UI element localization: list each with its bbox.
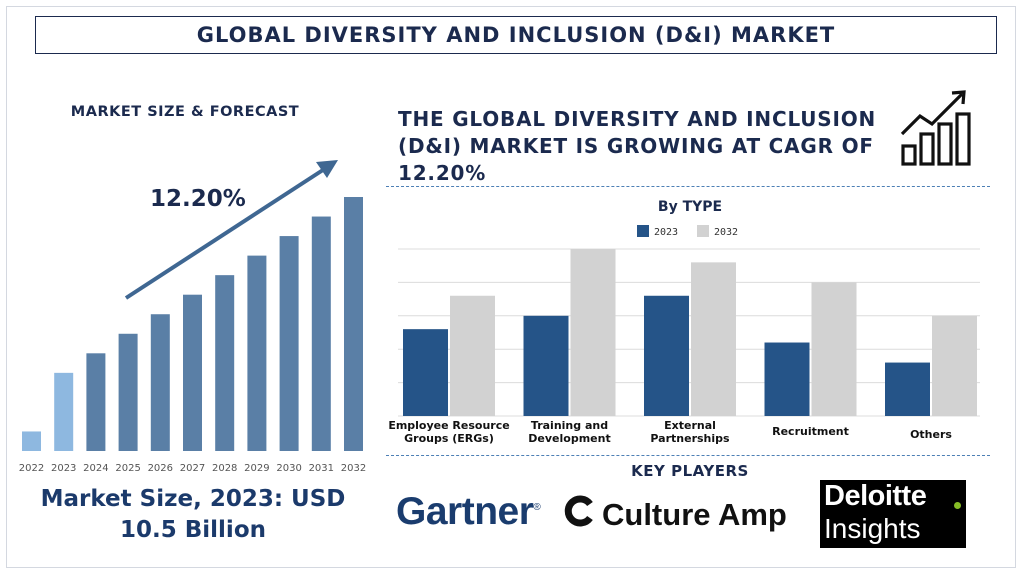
growth-arrow-head bbox=[316, 160, 338, 178]
forecast-bar-2031 bbox=[311, 216, 331, 451]
section-divider-top bbox=[386, 186, 990, 187]
gartner-logo: Gartner® bbox=[396, 490, 541, 533]
x-tick-label-2032: 2032 bbox=[341, 463, 366, 474]
page-title: GLOBAL DIVERSITY AND INCLUSION (D&I) MAR… bbox=[35, 16, 997, 54]
legend-label-2023: 2023 bbox=[654, 227, 678, 238]
headline-line-3: 12.20% bbox=[398, 161, 487, 185]
cagr-annotation: 12.20% bbox=[150, 186, 246, 212]
category-label-2-1: Partnerships bbox=[650, 432, 730, 445]
growth-chart-icon bbox=[900, 90, 971, 166]
page-frame bbox=[6, 6, 1016, 568]
forecast-bar-2025 bbox=[118, 333, 138, 451]
forecast-bar-2032 bbox=[344, 197, 363, 451]
x-tick-label-2028: 2028 bbox=[212, 463, 237, 474]
bar-2023-3 bbox=[764, 342, 810, 416]
forecast-bar-2027 bbox=[183, 294, 202, 451]
section-divider-bottom bbox=[386, 455, 990, 456]
insights-logo-text: Insights bbox=[824, 513, 921, 544]
x-tick-label-2030: 2030 bbox=[276, 463, 301, 474]
forecast-bar-2026 bbox=[150, 314, 170, 451]
legend-swatch-2023 bbox=[637, 225, 649, 237]
category-label-2-0: External bbox=[664, 419, 716, 432]
deloitte-insights-logo: Deloitte Insights bbox=[820, 480, 966, 548]
bar-2023-0 bbox=[403, 329, 448, 416]
forecast-bar-2024 bbox=[86, 353, 106, 451]
key-players-heading: KEY PLAYERS bbox=[631, 462, 749, 480]
headline-line-1: THE GLOBAL DIVERSITY AND INCLUSION bbox=[398, 107, 877, 131]
market-size-line-1: Market Size, 2023: USD bbox=[40, 486, 346, 512]
bar-2032-1 bbox=[570, 249, 616, 416]
forecast-bar-2022 bbox=[22, 431, 41, 451]
deloitte-green-dot bbox=[954, 502, 961, 509]
market-forecast-chart: 2022 2023 2024 2025 2026 2027 2028 2029 2030 2031… bbox=[19, 160, 366, 474]
bar-2032-0 bbox=[450, 295, 495, 416]
category-label-1-0: Training and bbox=[531, 419, 608, 432]
headline-line-2: (D&I) MARKET IS GROWING AT CAGR OF bbox=[398, 134, 874, 158]
market-size-forecast-heading: MARKET SIZE & FORECAST bbox=[70, 104, 300, 120]
legend-swatch-2032 bbox=[697, 225, 709, 237]
x-tick-label-2022: 2022 bbox=[19, 463, 44, 474]
bar-2023-4 bbox=[885, 362, 930, 416]
bar-2032-4 bbox=[932, 315, 977, 416]
market-size-line-2: 10.5 Billion bbox=[120, 517, 266, 543]
growth-arrow-line bbox=[124, 166, 328, 300]
x-tick-label-2026: 2026 bbox=[148, 463, 173, 474]
forecast-bar-2030 bbox=[279, 236, 299, 451]
x-tick-label-2029: 2029 bbox=[244, 463, 269, 474]
x-tick-label-2027: 2027 bbox=[180, 463, 205, 474]
category-label-3-0: Recruitment bbox=[772, 425, 849, 438]
culture-amp-logo-icon bbox=[564, 495, 596, 535]
deloitte-logo-text: Deloitte bbox=[824, 480, 927, 512]
category-label-4-0: Others bbox=[910, 428, 952, 441]
category-label-0-1: Groups (ERGs) bbox=[404, 432, 494, 445]
legend-label-2032: 2032 bbox=[714, 227, 738, 238]
bar-2032-3 bbox=[811, 282, 857, 416]
x-tick-label-2023: 2023 bbox=[51, 463, 76, 474]
forecast-bar-2023 bbox=[54, 372, 74, 451]
x-tick-label-2025: 2025 bbox=[115, 463, 140, 474]
culture-amp-logo: Culture Amp bbox=[564, 495, 787, 535]
category-label-1-1: Development bbox=[528, 432, 610, 445]
by-type-heading: By TYPE bbox=[657, 199, 723, 215]
gartner-logo-text: Gartner bbox=[396, 490, 534, 533]
forecast-bar-2029 bbox=[247, 255, 267, 451]
bar-2023-2 bbox=[644, 295, 689, 416]
cagr-headline: THE GLOBAL DIVERSITY AND INCLUSION (D&I)… bbox=[398, 106, 898, 187]
category-label-0-0: Employee Resource bbox=[388, 419, 509, 432]
bar-2032-2 bbox=[691, 262, 736, 416]
culture-amp-logo-text: Culture Amp bbox=[602, 497, 787, 532]
bar-2023-1 bbox=[523, 315, 569, 416]
market-size-statement: Market Size, 2023: USD 10.5 Billion bbox=[18, 484, 368, 546]
forecast-bar-2028 bbox=[215, 275, 235, 451]
x-tick-label-2031: 2031 bbox=[309, 463, 334, 474]
x-tick-label-2024: 2024 bbox=[83, 463, 108, 474]
